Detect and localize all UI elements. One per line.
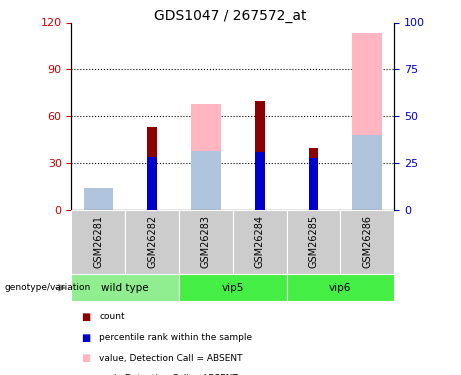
Bar [83, 194, 113, 210]
Text: wild type: wild type [101, 283, 149, 293]
Text: GSM26286: GSM26286 [362, 215, 372, 268]
Bar [191, 104, 221, 210]
Bar [71, 274, 179, 302]
Text: ■: ■ [81, 333, 90, 342]
Text: GDS1047 / 267572_at: GDS1047 / 267572_at [154, 9, 307, 23]
Bar [148, 127, 157, 210]
Bar [125, 210, 179, 274]
Text: ■: ■ [81, 353, 90, 363]
Bar [233, 210, 287, 274]
Text: GSM26284: GSM26284 [254, 215, 265, 268]
Bar [255, 100, 265, 210]
Text: count: count [99, 312, 125, 321]
Bar [353, 135, 382, 210]
Bar [83, 188, 113, 210]
Text: rank, Detection Call = ABSENT: rank, Detection Call = ABSENT [99, 374, 238, 375]
Text: vip6: vip6 [329, 283, 352, 293]
Text: value, Detection Call = ABSENT: value, Detection Call = ABSENT [99, 354, 242, 363]
Bar [179, 274, 287, 302]
Bar [353, 33, 382, 210]
Bar [179, 210, 233, 274]
Text: ■: ■ [81, 374, 90, 375]
Text: GSM26283: GSM26283 [201, 215, 211, 268]
Text: ■: ■ [81, 312, 90, 322]
Bar [340, 210, 394, 274]
Text: genotype/variation: genotype/variation [5, 284, 91, 292]
Text: GSM26285: GSM26285 [308, 215, 319, 268]
Bar [287, 274, 394, 302]
Bar [191, 151, 221, 210]
Text: percentile rank within the sample: percentile rank within the sample [99, 333, 252, 342]
Bar [287, 210, 340, 274]
Text: vip5: vip5 [222, 283, 244, 293]
Text: GSM26281: GSM26281 [93, 215, 103, 268]
Bar [71, 210, 125, 274]
Bar [309, 158, 318, 210]
Bar [148, 157, 157, 210]
Text: GSM26282: GSM26282 [147, 215, 157, 268]
Bar [255, 152, 265, 210]
Bar [309, 147, 318, 210]
